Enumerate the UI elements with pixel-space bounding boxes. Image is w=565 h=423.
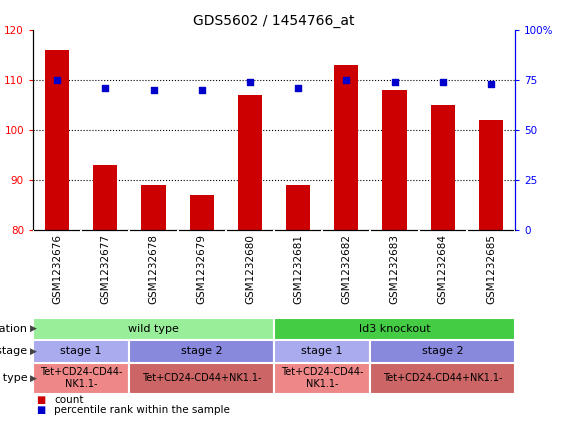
- Text: Tet+CD24-CD44+NK1.1-: Tet+CD24-CD44+NK1.1-: [383, 373, 502, 383]
- Point: [438, 79, 447, 85]
- Bar: [383, 90, 407, 230]
- Text: ▶: ▶: [30, 374, 37, 383]
- Bar: [274, 318, 515, 340]
- Text: stage 1: stage 1: [60, 346, 102, 356]
- Text: GSM1232677: GSM1232677: [101, 234, 110, 304]
- Text: ld3 knockout: ld3 knockout: [359, 324, 431, 334]
- Bar: [371, 363, 515, 394]
- Text: GSM1232685: GSM1232685: [486, 234, 496, 304]
- Bar: [334, 65, 358, 230]
- Bar: [274, 363, 371, 394]
- Text: genotype/variation: genotype/variation: [0, 324, 27, 334]
- Text: stage 2: stage 2: [181, 346, 223, 356]
- Text: ■: ■: [36, 395, 45, 405]
- Text: Tet+CD24-CD44+NK1.1-: Tet+CD24-CD44+NK1.1-: [142, 373, 262, 383]
- Bar: [33, 318, 274, 340]
- Title: GDS5602 / 1454766_at: GDS5602 / 1454766_at: [193, 14, 355, 27]
- Point: [101, 85, 110, 91]
- Text: development stage: development stage: [0, 346, 27, 356]
- Bar: [190, 195, 214, 230]
- Text: ▶: ▶: [30, 347, 37, 356]
- Text: GSM1232683: GSM1232683: [389, 234, 399, 304]
- Text: Tet+CD24-CD44-
NK1.1-: Tet+CD24-CD44- NK1.1-: [281, 368, 363, 389]
- Bar: [431, 105, 455, 230]
- Bar: [129, 363, 274, 394]
- Text: stage 2: stage 2: [422, 346, 463, 356]
- Text: count: count: [54, 395, 84, 405]
- Bar: [371, 340, 515, 363]
- Text: GSM1232682: GSM1232682: [341, 234, 351, 304]
- Text: ■: ■: [36, 406, 45, 415]
- Text: percentile rank within the sample: percentile rank within the sample: [54, 406, 231, 415]
- Point: [197, 86, 206, 93]
- Point: [149, 86, 158, 93]
- Text: GSM1232680: GSM1232680: [245, 234, 255, 304]
- Point: [342, 77, 351, 83]
- Bar: [286, 184, 310, 230]
- Bar: [238, 95, 262, 230]
- Point: [486, 80, 496, 87]
- Text: wild type: wild type: [128, 324, 179, 334]
- Text: GSM1232678: GSM1232678: [149, 234, 159, 304]
- Bar: [33, 363, 129, 394]
- Point: [53, 77, 62, 83]
- Bar: [274, 340, 371, 363]
- Point: [390, 79, 399, 85]
- Text: GSM1232681: GSM1232681: [293, 234, 303, 304]
- Bar: [33, 340, 129, 363]
- Point: [245, 79, 254, 85]
- Point: [294, 85, 303, 91]
- Bar: [479, 120, 503, 230]
- Text: cell type: cell type: [0, 373, 27, 383]
- Bar: [93, 165, 118, 230]
- Text: GSM1232684: GSM1232684: [438, 234, 447, 304]
- Text: GSM1232676: GSM1232676: [52, 234, 62, 304]
- Bar: [45, 50, 69, 230]
- Bar: [141, 184, 166, 230]
- Text: Tet+CD24-CD44-
NK1.1-: Tet+CD24-CD44- NK1.1-: [40, 368, 123, 389]
- Text: ▶: ▶: [30, 324, 37, 333]
- Bar: [129, 340, 274, 363]
- Text: stage 1: stage 1: [302, 346, 343, 356]
- Text: GSM1232679: GSM1232679: [197, 234, 207, 304]
